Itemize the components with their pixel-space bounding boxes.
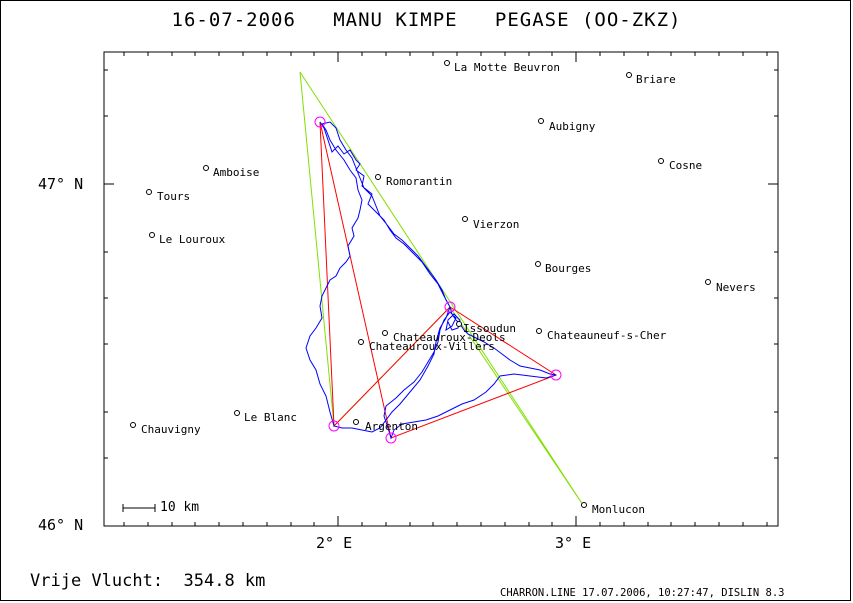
svg-text:Briare: Briare <box>636 73 676 86</box>
town-romorantin: Romorantin <box>375 174 452 188</box>
town-chateauneuf-s-cher: Chateauneuf-s-Cher <box>536 328 667 342</box>
turnpoint-marker <box>550 369 562 381</box>
lat-label-46: 46° N <box>38 516 84 534</box>
file-info: CHARRON.LINE 17.07.2006, 10:27:47, DISLI… <box>500 587 785 599</box>
turnpoint-marker <box>444 301 456 313</box>
scale-bar <box>122 504 156 512</box>
turnpoint-marker <box>314 116 326 128</box>
town-monlucon: Monlucon <box>581 502 645 516</box>
town-vierzon: Vierzon <box>462 216 519 231</box>
lon-label-3: 3° E <box>555 534 592 552</box>
svg-text:Monlucon: Monlucon <box>592 503 645 516</box>
town-le-blanc: Le Blanc <box>234 410 297 424</box>
town-la-motte-beuvron: La Motte Beuvron <box>444 60 560 74</box>
axis-ticks <box>104 52 778 527</box>
town-chauvigny: Chauvigny <box>130 422 201 436</box>
town-bourges: Bourges <box>535 261 591 275</box>
town-chateauroux-villers: Chateauroux-Villers <box>358 339 495 353</box>
town-amboise: Amboise <box>203 165 259 179</box>
task-red-line <box>319 121 558 439</box>
town-briare: Briare <box>626 72 676 86</box>
flight-track <box>305 121 557 440</box>
lon-label-2: 2° E <box>316 534 353 552</box>
svg-text:Issoudun: Issoudun <box>463 322 516 335</box>
svg-text:Chateauroux-Deols: Chateauroux-Deols <box>393 331 506 344</box>
svg-text:Chateauroux-Villers: Chateauroux-Villers <box>369 340 495 353</box>
town-cosne: Cosne <box>658 158 702 172</box>
svg-text:Vierzon: Vierzon <box>473 218 519 231</box>
town-issoudun: Issoudun <box>456 321 516 335</box>
turnpoints <box>314 116 562 444</box>
town-nevers: Nevers <box>705 279 756 294</box>
town-aubigny: Aubigny <box>538 118 596 133</box>
svg-text:La Motte Beuvron: La Motte Beuvron <box>454 61 560 74</box>
svg-text:Bourges: Bourges <box>545 262 591 275</box>
turnpoint-marker <box>385 432 397 444</box>
svg-text:Amboise: Amboise <box>213 166 259 179</box>
plot-border <box>103 51 779 527</box>
distance-readout: Vrije Vlucht: 354.8 km <box>30 571 266 591</box>
svg-text:Le Louroux: Le Louroux <box>159 233 226 246</box>
town-argenton: Argenton <box>353 419 418 433</box>
svg-text:Chauvigny: Chauvigny <box>141 423 201 436</box>
svg-text:Nevers: Nevers <box>716 281 756 294</box>
town-le-louroux: Le Louroux <box>149 232 226 246</box>
svg-text:Tours: Tours <box>157 190 190 203</box>
town-tours: Tours <box>146 189 190 203</box>
svg-text:Aubigny: Aubigny <box>549 120 596 133</box>
town-chateauroux-deols: Chateauroux-Deols <box>382 330 506 344</box>
svg-text:Argenton: Argenton <box>365 420 418 433</box>
lat-label-47: 47° N <box>38 175 84 193</box>
page-title: 16-07-2006 MANU KIMPE PEGASE (OO-ZKZ) <box>171 9 682 31</box>
turnpoint-marker <box>328 420 340 432</box>
svg-text:Chateauneuf-s-Cher: Chateauneuf-s-Cher <box>547 329 667 342</box>
scale-bar-label: 10 km <box>160 500 200 515</box>
svg-text:Le Blanc: Le Blanc <box>244 411 297 424</box>
svg-text:Romorantin: Romorantin <box>386 175 452 188</box>
svg-text:Cosne: Cosne <box>669 159 702 172</box>
town-markers: La Motte Beuvron Briare Aubigny Cosne Am… <box>130 60 756 516</box>
